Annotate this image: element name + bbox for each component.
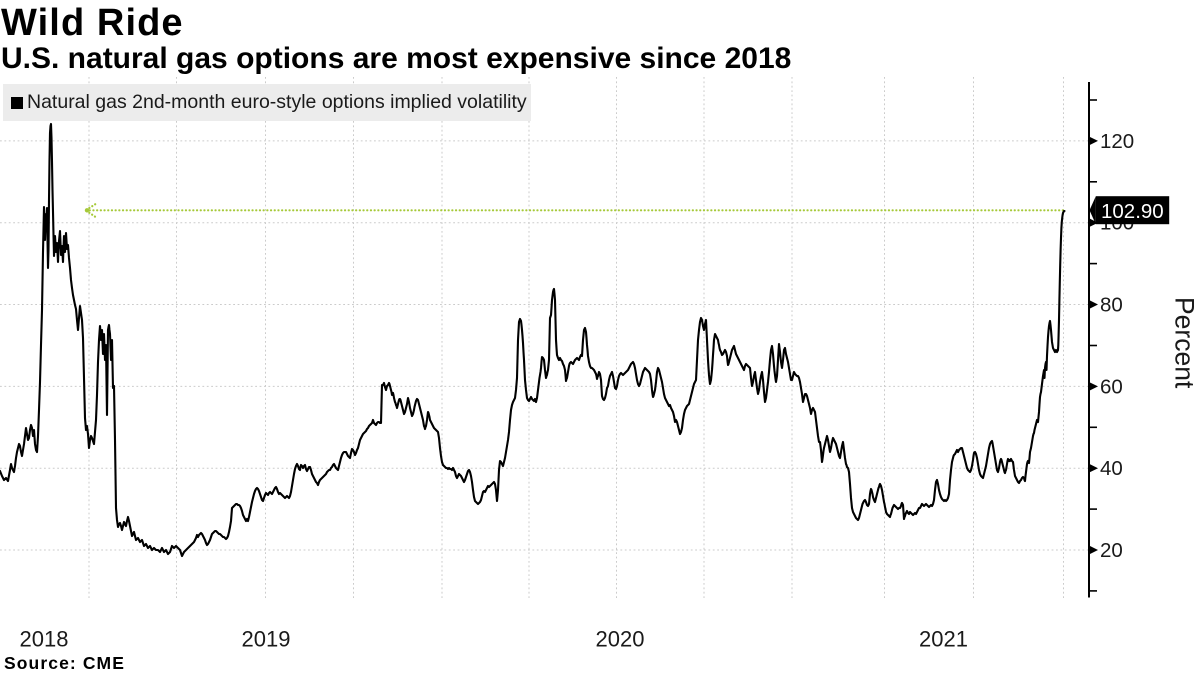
svg-text:2019: 2019 [242, 627, 291, 652]
svg-text:120: 120 [1100, 130, 1134, 153]
svg-text:Percent: Percent [1170, 297, 1200, 389]
svg-text:20: 20 [1100, 539, 1123, 562]
svg-text:60: 60 [1100, 375, 1123, 398]
svg-text:2020: 2020 [596, 627, 645, 652]
svg-text:80: 80 [1100, 294, 1123, 317]
svg-text:40: 40 [1100, 457, 1123, 480]
svg-text:102.90: 102.90 [1101, 200, 1164, 223]
svg-text:2018: 2018 [20, 627, 69, 652]
svg-text:2021: 2021 [919, 627, 968, 652]
